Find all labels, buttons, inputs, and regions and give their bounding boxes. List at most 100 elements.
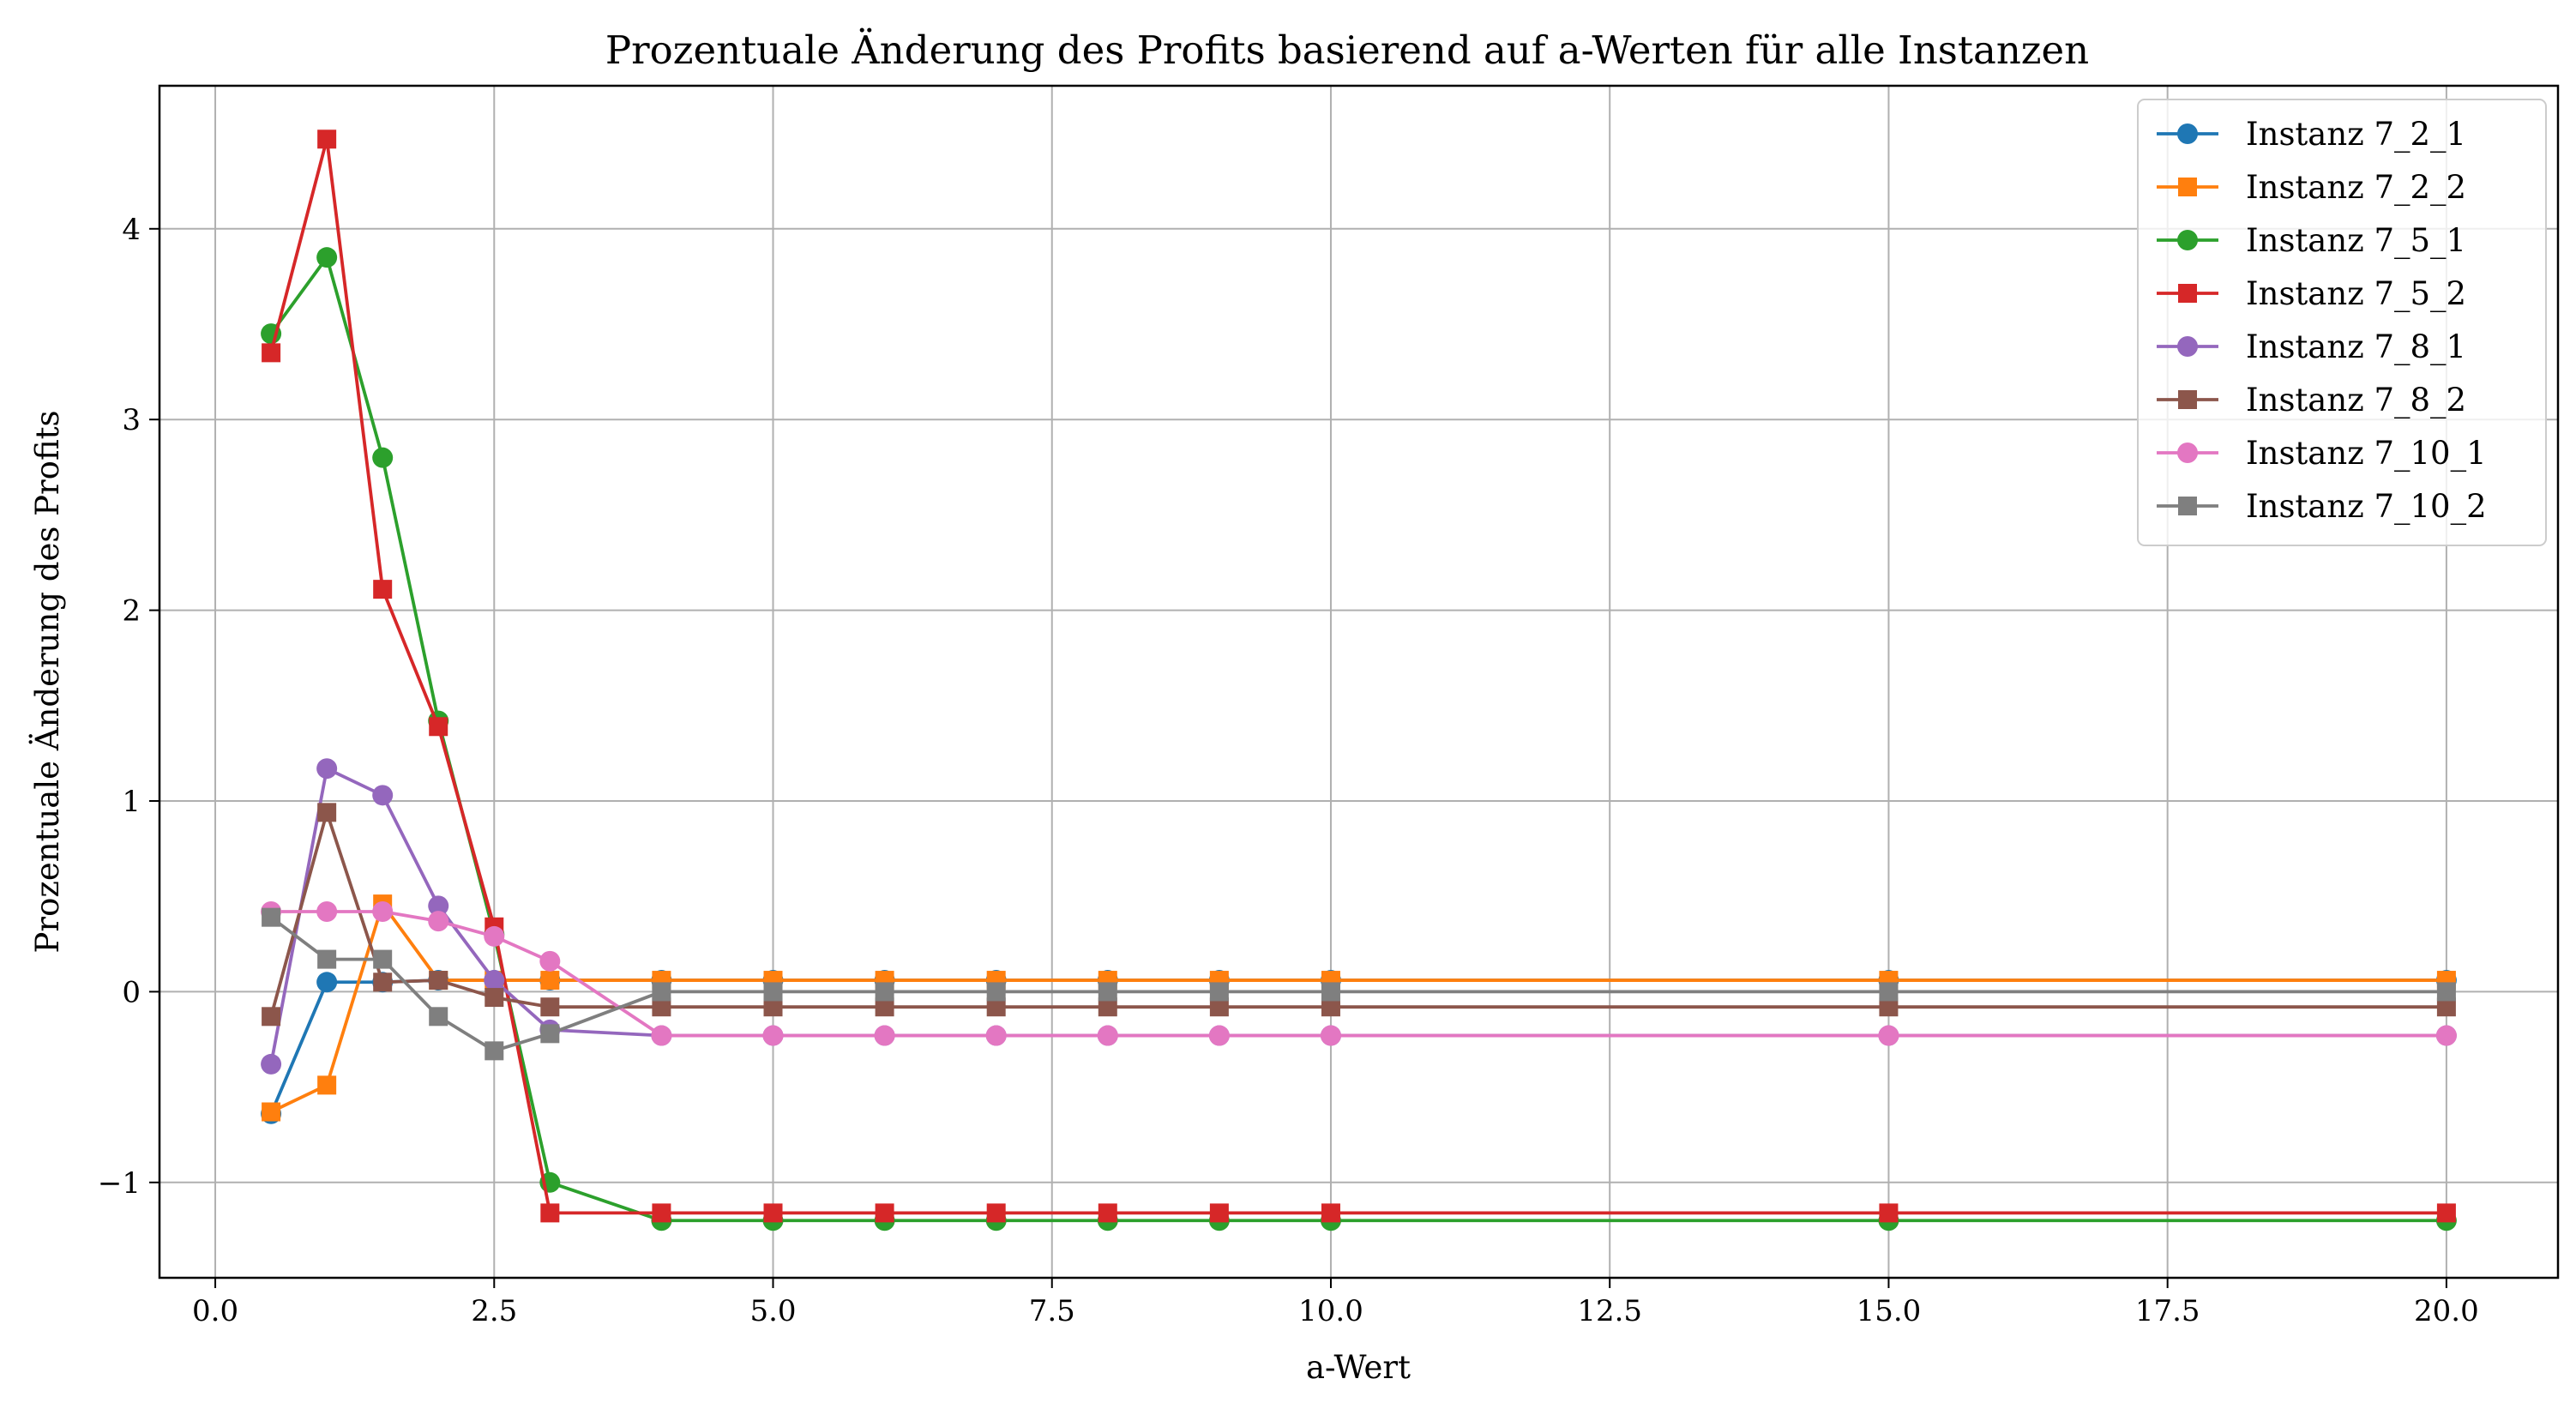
data-point <box>316 900 338 922</box>
legend-label: Instanz 7_2_1 <box>2246 116 2466 154</box>
y-tick-label: 4 <box>122 213 141 247</box>
axis-ticks: 0.0 2.5 5.0 7.5 10.0 12.5 15.0 17.5 20.0 −1 0 1 2 3 4 <box>98 213 2479 1328</box>
data-point <box>652 997 671 1017</box>
data-point <box>428 911 449 932</box>
series-line <box>269 767 2447 1065</box>
legend-label: Instanz 7_8_2 <box>2246 382 2466 419</box>
legend-marker <box>2178 178 2197 196</box>
data-point <box>429 1007 448 1027</box>
data-point <box>539 950 561 972</box>
data-point <box>1209 1203 1229 1223</box>
data-point <box>262 907 281 927</box>
data-point <box>485 1041 504 1061</box>
data-point <box>1321 997 1340 1017</box>
legend-marker <box>2177 443 2198 463</box>
data-point <box>652 1203 671 1223</box>
legend-label: Instanz 7_8_1 <box>2246 328 2466 366</box>
chart-title: Prozentuale Änderung des Profits basiere… <box>605 27 2089 73</box>
legend-marker <box>2178 497 2197 515</box>
data-point <box>373 972 393 992</box>
data-point <box>651 1025 672 1046</box>
x-tick-label: 0.0 <box>192 1294 238 1328</box>
series-line <box>269 810 2447 1017</box>
data-point <box>2436 997 2456 1017</box>
data-point <box>372 447 394 468</box>
data-point <box>317 129 337 149</box>
data-point <box>262 1102 281 1122</box>
x-axis-label: a-Wert <box>1306 1349 1411 1386</box>
data-point <box>985 1025 1007 1046</box>
data-point <box>262 343 281 363</box>
plot-area-frame <box>158 84 2560 1280</box>
data-point <box>429 971 448 991</box>
data-point <box>2435 1025 2457 1046</box>
data-point <box>763 1203 783 1223</box>
data-point <box>540 997 560 1017</box>
y-tick-label: 3 <box>122 403 141 437</box>
legend-item: Instanz 7_2_2 <box>2157 169 2466 207</box>
data-point <box>429 717 448 737</box>
data-point <box>2436 982 2456 1002</box>
legend-item: Instanz 7_5_2 <box>2157 275 2466 313</box>
data-point <box>1879 997 1899 1017</box>
legend-marker <box>2178 390 2197 409</box>
legend-frame <box>2137 99 2547 546</box>
data-point <box>1098 997 1117 1017</box>
data-point <box>986 1203 1006 1223</box>
data-point <box>1208 1025 1230 1046</box>
data-point <box>986 982 1006 1002</box>
data-point <box>372 785 394 806</box>
data-point <box>1879 982 1899 1002</box>
legend-item: Instanz 7_10_2 <box>2157 488 2487 526</box>
x-tick-label: 20.0 <box>2414 1294 2479 1328</box>
x-tick-label: 2.5 <box>471 1294 517 1328</box>
series-7 <box>261 900 2457 1046</box>
series-8 <box>262 907 2456 1061</box>
data-point <box>763 997 783 1017</box>
y-tick-label: 1 <box>122 785 141 819</box>
series-3 <box>261 247 2457 1231</box>
data-point <box>1097 1025 1118 1046</box>
legend-label: Instanz 7_10_2 <box>2246 488 2487 526</box>
data-point <box>875 982 894 1002</box>
legend-label: Instanz 7_5_2 <box>2246 275 2466 313</box>
data-point <box>484 925 505 947</box>
data-point <box>2436 1203 2456 1223</box>
legend-item: Instanz 7_10_1 <box>2157 435 2487 473</box>
data-point <box>262 1007 281 1027</box>
legend-label: Instanz 7_10_1 <box>2246 435 2487 473</box>
y-tick-label: 0 <box>122 975 141 1009</box>
data-point <box>875 1203 894 1223</box>
data-point <box>485 988 504 1008</box>
y-tick-label: 2 <box>122 594 141 629</box>
data-point <box>1320 1025 1341 1046</box>
data-point <box>1209 997 1229 1017</box>
data-point <box>316 972 338 993</box>
y-tick-label: −1 <box>98 1166 141 1201</box>
data-point <box>540 971 560 991</box>
data-point <box>372 900 394 922</box>
x-tick-label: 7.5 <box>1029 1294 1075 1328</box>
legend-item: Instanz 7_5_1 <box>2157 222 2466 260</box>
data-point <box>1321 1203 1340 1223</box>
data-point <box>1321 982 1340 1002</box>
data-point <box>762 1025 784 1046</box>
legend-marker <box>2177 123 2198 144</box>
x-tick-label: 10.0 <box>1298 1294 1363 1328</box>
series-4 <box>262 129 2456 1223</box>
legend-label: Instanz 7_5_1 <box>2246 222 2466 260</box>
series-line <box>269 256 2447 1223</box>
data-point <box>317 949 337 969</box>
data-point <box>317 803 337 822</box>
data-point <box>373 580 393 599</box>
series-line <box>269 137 2447 1215</box>
data-point <box>540 1024 560 1044</box>
data-point <box>1878 1025 1899 1046</box>
legend-marker <box>2177 230 2198 250</box>
legend-item: Instanz 7_2_1 <box>2157 116 2466 154</box>
data-point <box>261 1053 282 1075</box>
y-axis-label: Prozentuale Änderung des Profits <box>28 411 66 954</box>
data-point <box>540 1203 560 1223</box>
legend-label: Instanz 7_2_2 <box>2246 169 2466 207</box>
data-point <box>986 997 1006 1017</box>
